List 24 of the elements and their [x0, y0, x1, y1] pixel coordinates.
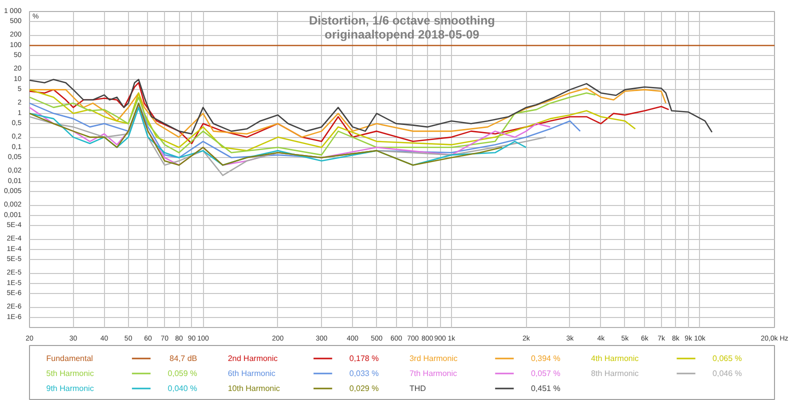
- text: 4th Harmonic: [591, 354, 639, 363]
- text: 9th Harmonic: [46, 384, 94, 393]
- text: THD: [409, 384, 426, 393]
- text: 0,451 %: [530, 384, 560, 393]
- text: 0,394 %: [530, 354, 560, 363]
- text: 84,7 dB: [170, 354, 198, 363]
- text: 6th Harmonic: [228, 369, 276, 378]
- text: 0,033 %: [349, 369, 379, 378]
- text: 8th Harmonic: [591, 369, 639, 378]
- text: originaaltopend 2018-05-09: [324, 28, 480, 42]
- text: 0,178 %: [349, 354, 379, 363]
- text: 0,057 %: [530, 369, 560, 378]
- text: 10th Harmonic: [228, 384, 280, 393]
- text: 0,065 %: [712, 354, 742, 363]
- text: 3rd Harmonic: [409, 354, 458, 363]
- text: 0,046 %: [712, 369, 742, 378]
- text: 5th Harmonic: [46, 369, 94, 378]
- text: 0,029 %: [349, 384, 379, 393]
- chart-title: Distortion, 1/6 octave smoothing: [308, 14, 496, 28]
- text: 0,040 %: [168, 384, 198, 393]
- text: 2nd Harmonic: [228, 354, 278, 363]
- text: 7th Harmonic: [409, 369, 458, 378]
- text: Fundamental: [46, 354, 94, 363]
- text: 0,059 %: [168, 369, 198, 378]
